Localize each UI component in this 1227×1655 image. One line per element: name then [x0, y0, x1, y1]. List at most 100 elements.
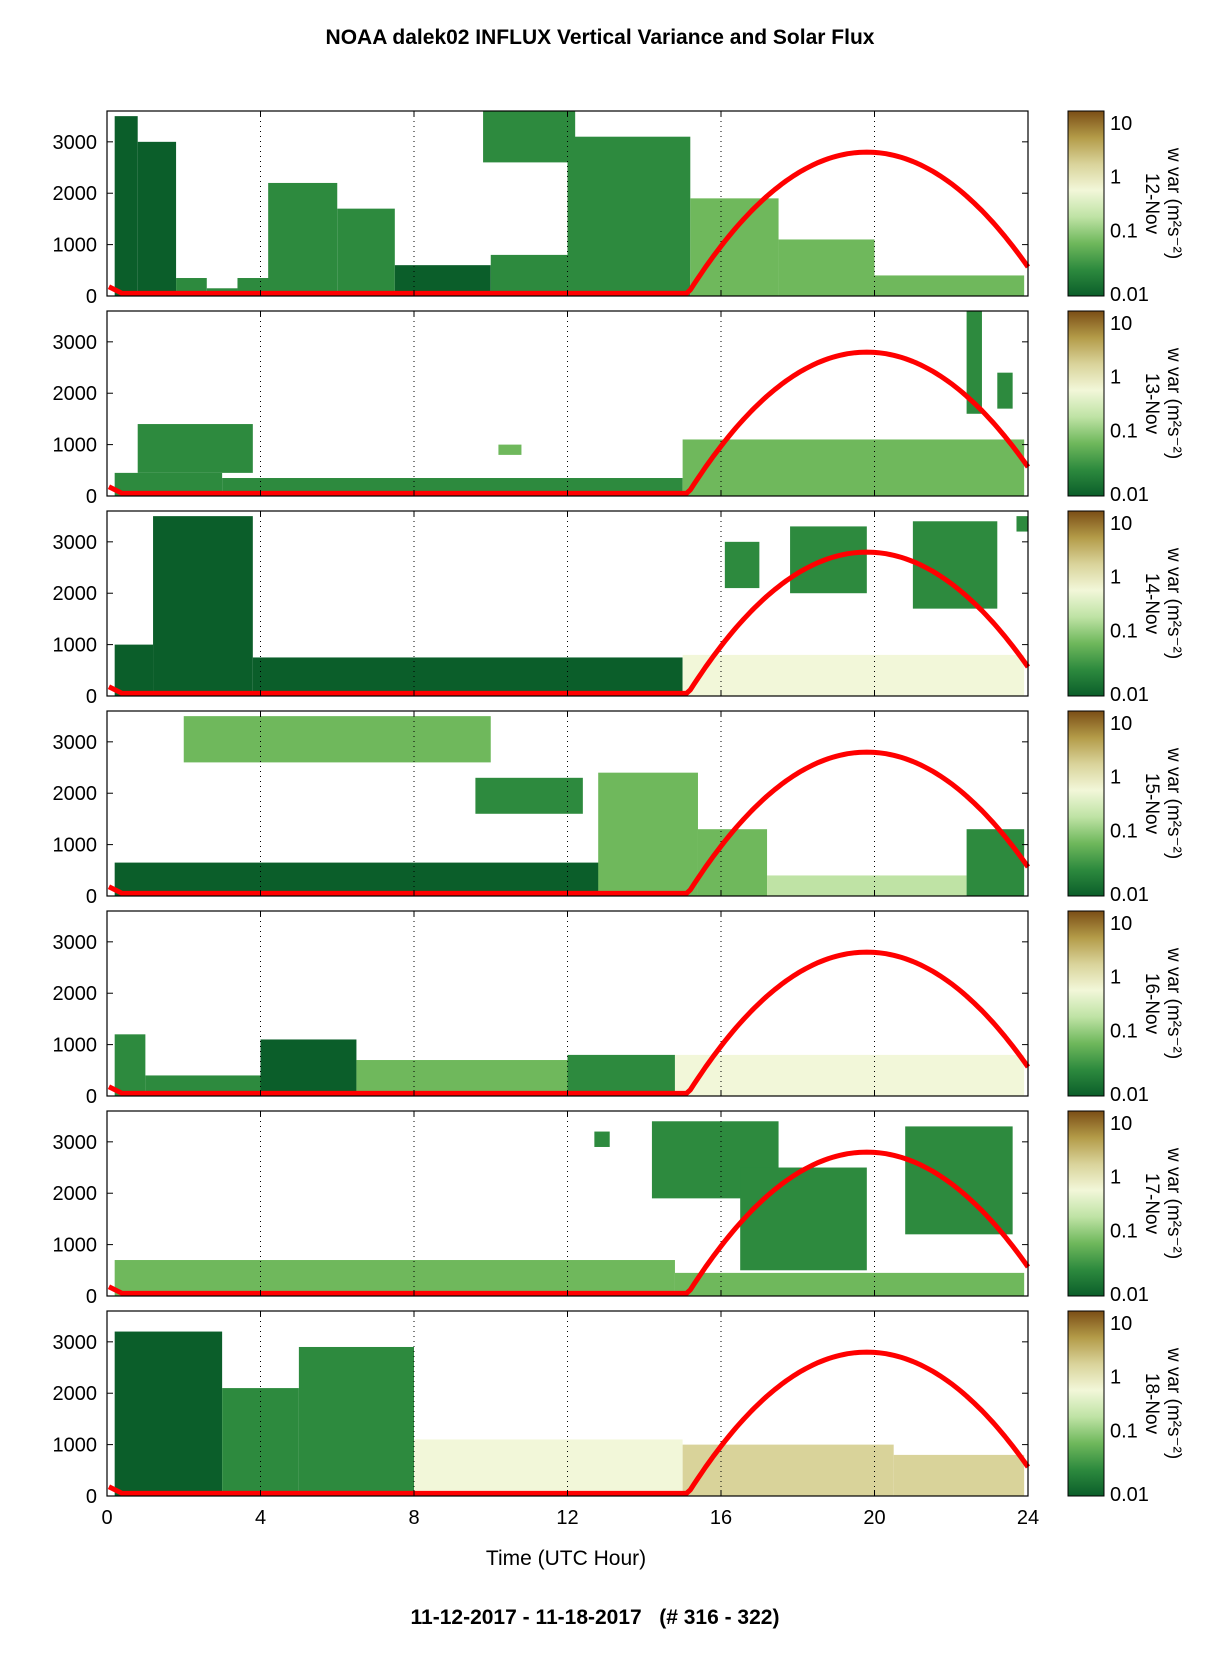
heatmap-cell [567, 136, 691, 296]
heatmap-cell [498, 444, 522, 455]
colorbar-tick-label: 10 [1110, 513, 1132, 535]
panel-16-Nov: 0 1000 2000 3000 10 1 0.1 0.01 w var (m²s⁻²)16-N… [53, 910, 1184, 1108]
heatmap-cell [598, 772, 698, 896]
heatmap-cell [114, 1331, 223, 1496]
heatmap-cell [145, 1075, 261, 1096]
heatmap-cell [966, 829, 1025, 896]
panel-day-label: 16-Nov [1141, 973, 1162, 1035]
y-tick-label: 2000 [53, 183, 98, 205]
y-tick-label: 0 [86, 686, 97, 708]
heatmap-cell [260, 1039, 357, 1096]
solar-flux-line [107, 949, 1031, 1096]
panel-day-label: 18-Nov [1141, 1373, 1162, 1435]
heatmap-cell [682, 654, 1025, 696]
y-tick-label: 0 [86, 1486, 97, 1508]
colorbar-tick-label: 0.01 [1110, 284, 1149, 306]
colorbar-tick-label: 10 [1110, 113, 1132, 135]
panel-day-label: 15-Nov [1141, 773, 1162, 835]
y-tick-label: 2000 [53, 783, 98, 805]
heatmap-cell [690, 198, 779, 296]
colorbar-tick-label: 0.01 [1110, 1084, 1149, 1106]
y-tick-label: 3000 [53, 332, 98, 354]
colorbar-label: w var (m²s⁻²) [1163, 147, 1184, 259]
colorbar-tick-label: 1 [1110, 167, 1121, 189]
solar-flux-line [107, 749, 1031, 896]
y-tick-label: 0 [86, 486, 97, 508]
colorbar-label: w var (m²s⁻²) [1163, 547, 1184, 659]
y-tick-label: 1000 [53, 435, 98, 457]
y-tick-label: 1000 [53, 1435, 98, 1457]
colorbar-tick-label: 0.1 [1110, 1020, 1138, 1042]
heatmap-cell [268, 182, 338, 296]
heatmap-cell [114, 1260, 675, 1296]
y-tick-label: 2000 [53, 383, 98, 405]
panel-day-label: 13-Nov [1141, 373, 1162, 435]
x-tick-label: 8 [408, 1507, 419, 1529]
heatmap-cell [114, 1034, 146, 1096]
colorbar [1067, 1110, 1105, 1297]
solar-flux-line [107, 549, 1031, 696]
heatmap-cell [594, 1131, 610, 1147]
heatmap-cell [490, 254, 568, 296]
panel-day-label: 12-Nov [1141, 173, 1162, 235]
colorbar [1067, 710, 1105, 897]
heatmap-cell [674, 1272, 1025, 1296]
heatmap-cell [905, 1126, 1013, 1235]
colorbar-label: w var (m²s⁻²) [1163, 747, 1184, 859]
heatmap-cell [767, 875, 967, 896]
solar-flux-line [107, 349, 1031, 496]
colorbar [1067, 310, 1105, 497]
heatmap-cell [114, 116, 138, 296]
colorbar-tick-label: 1 [1110, 1367, 1121, 1389]
y-tick-label: 1000 [53, 1035, 98, 1057]
colorbar-tick-label: 0.01 [1110, 684, 1149, 706]
colorbar-label: w var (m²s⁻²) [1163, 947, 1184, 1059]
heatmap-cell [337, 208, 395, 296]
colorbar-tick-label: 0.1 [1110, 820, 1138, 842]
heatmap-cell [682, 439, 1025, 496]
x-tick-label: 16 [710, 1507, 732, 1529]
panel-day-label: 17-Nov [1141, 1173, 1162, 1235]
heatmap-cell [153, 516, 253, 696]
colorbar-tick-label: 0.1 [1110, 220, 1138, 242]
heatmap-cell [740, 1167, 867, 1271]
panel-15-Nov: 0 1000 2000 3000 10 1 0.1 0.01 w var (m²s⁻²)15-N… [53, 710, 1184, 908]
heatmap-cell [475, 777, 583, 814]
x-tick-label: 20 [863, 1507, 885, 1529]
y-tick-label: 2000 [53, 983, 98, 1005]
y-tick-label: 1000 [53, 235, 98, 257]
colorbar-tick-label: 0.1 [1110, 1220, 1138, 1242]
y-tick-label: 1000 [53, 835, 98, 857]
heatmap-cell [567, 1054, 675, 1096]
y-tick-label: 0 [86, 286, 97, 308]
y-tick-label: 3000 [53, 732, 98, 754]
x-tick-label: 24 [1017, 1507, 1039, 1529]
y-tick-label: 2000 [53, 1183, 98, 1205]
colorbar-tick-label: 10 [1110, 1113, 1132, 1135]
heatmap-cell [874, 275, 1025, 296]
heatmap-cell [674, 1054, 1025, 1096]
solar-flux-line [107, 149, 1031, 296]
colorbar-tick-label: 10 [1110, 713, 1132, 735]
colorbar-tick-label: 10 [1110, 313, 1132, 335]
colorbar-label: w var (m²s⁻²) [1163, 347, 1184, 459]
y-tick-label: 2000 [53, 583, 98, 605]
heatmap-cell [1016, 516, 1028, 532]
footer-date-range: 11-12-2017 - 11-18-2017 (# 316 - 322) [411, 1606, 780, 1629]
x-tick-label: 4 [255, 1507, 266, 1529]
colorbar-tick-label: 1 [1110, 1167, 1121, 1189]
colorbar [1067, 110, 1105, 297]
y-tick-label: 1000 [53, 1235, 98, 1257]
solar-flux-line [107, 1349, 1031, 1496]
solar-flux-line [107, 1149, 1031, 1296]
panel-13-Nov: 0 1000 2000 3000 10 1 0.1 0.01 w var (m²s⁻²)13-N… [53, 310, 1184, 508]
colorbar-tick-label: 1 [1110, 967, 1121, 989]
colorbar-tick-label: 0.01 [1110, 1484, 1149, 1506]
colorbar-tick-label: 0.1 [1110, 1420, 1138, 1442]
panel-12-Nov: 0 1000 2000 3000 10 1 0.1 0.01 w var (m²s⁻²)12-N… [53, 110, 1184, 308]
panel-18-Nov: 0 1000 2000 3000 10 1 0.1 0.01 w var (m²s⁻²)18-N… [53, 1310, 1184, 1508]
heatmap-cell [298, 1346, 414, 1496]
x-tick-label: 12 [556, 1507, 578, 1529]
heatmap-cell [394, 265, 491, 296]
